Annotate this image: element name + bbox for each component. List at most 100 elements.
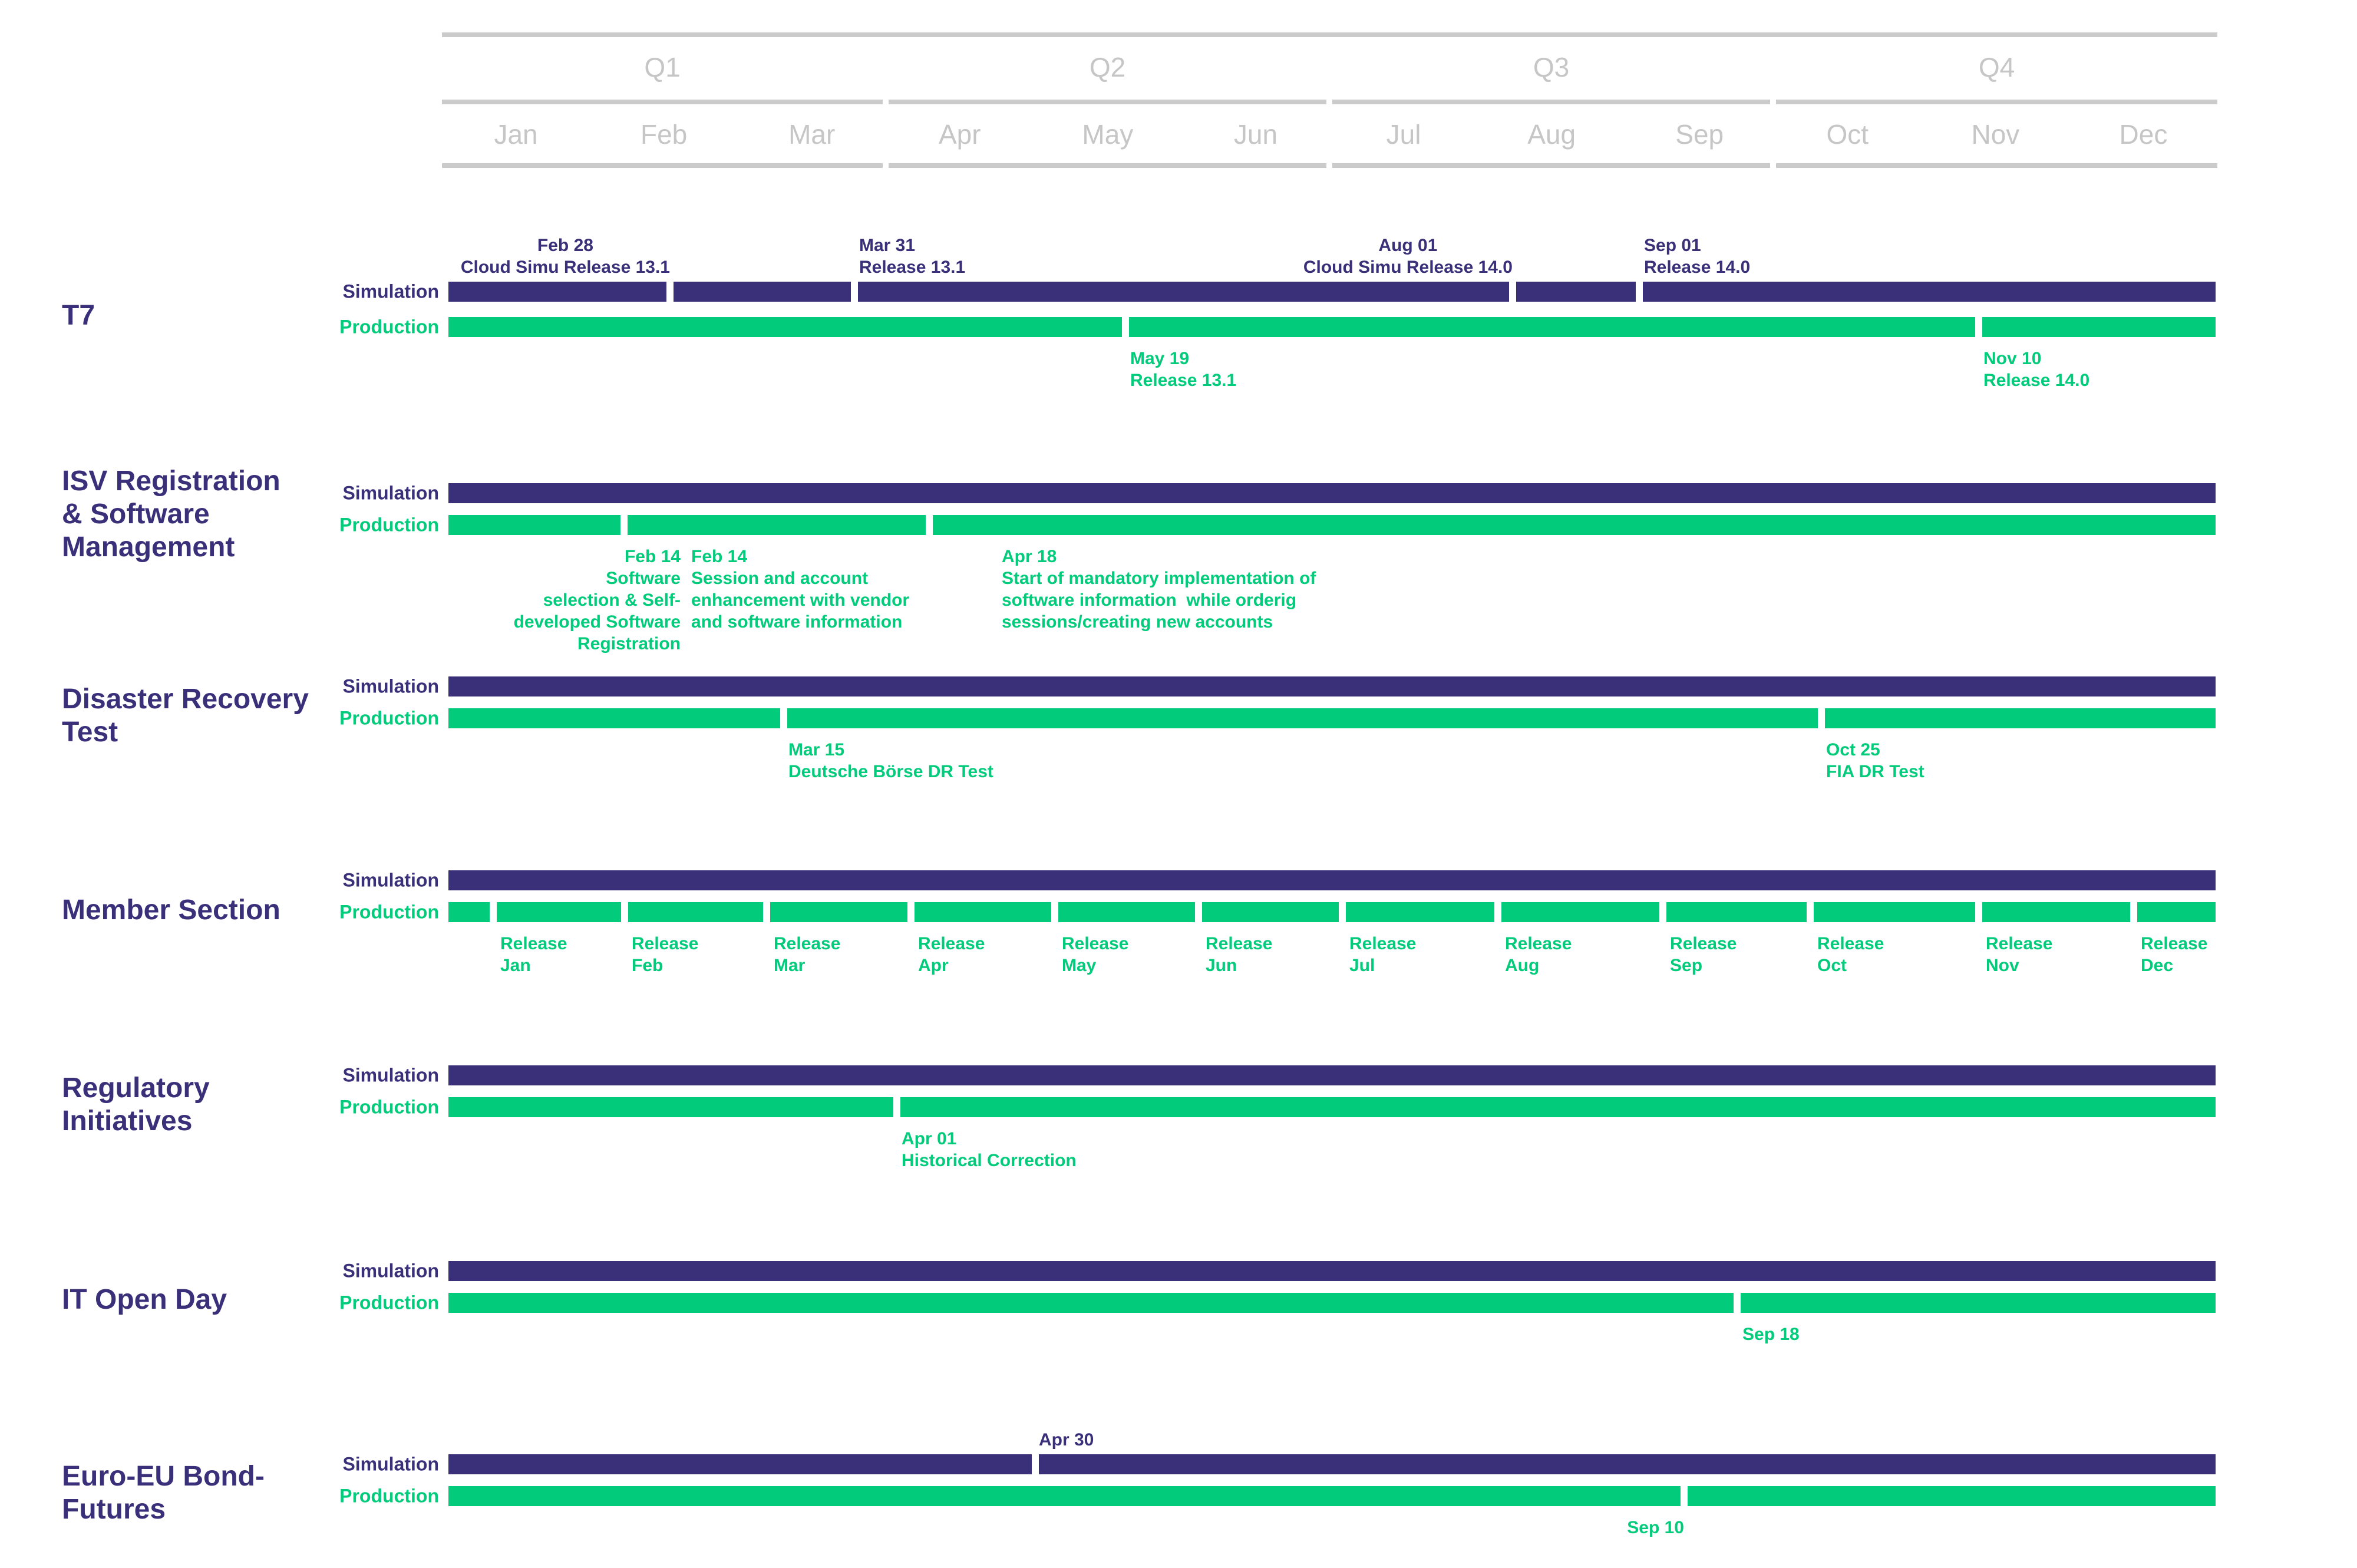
production-bar-segment <box>448 317 1122 337</box>
milestone-annotation-line: Release 14.0 <box>1983 371 2090 390</box>
simulation-bar-segment <box>448 282 666 302</box>
milestone-annotation: Feb 14 Software selection & Self-developed… <box>514 546 681 655</box>
milestone-annotation-line: Apr 01 <box>902 1129 957 1148</box>
month-label: Feb <box>640 119 688 150</box>
month-label: Jun <box>1233 119 1278 150</box>
track-label-production: Production <box>339 1292 439 1313</box>
simulation-bar-segment <box>1039 1454 2216 1474</box>
production-bar-segment <box>1129 317 1975 337</box>
milestone-annotation-line: Apr <box>918 956 949 975</box>
production-bar-segment <box>448 1486 1681 1506</box>
month-label: Aug <box>1527 119 1576 150</box>
section-title-line: Member Section <box>62 894 280 926</box>
milestone-annotation-line: Release 13.1 <box>1130 371 1237 390</box>
milestone-annotation-line: Release <box>632 934 699 953</box>
simulation-bar-segment <box>858 282 1509 302</box>
production-bar-segment <box>1982 902 2130 922</box>
milestone-annotation-line: Nov <box>1986 956 2019 975</box>
section-title-line: Test <box>62 717 118 748</box>
milestone-annotation-line: Oct 25 <box>1826 740 1880 760</box>
track-label-simulation: Simulation <box>342 1453 439 1475</box>
milestone-annotation-line: developed Software <box>513 612 681 632</box>
section-title-line: Euro-EU Bond- <box>62 1461 265 1492</box>
timeline-top-line <box>442 32 2217 37</box>
section-title-line: & Software <box>62 499 210 530</box>
milestone-annotation: Apr 01 Historical Correction <box>902 1128 1077 1171</box>
month-divider-line <box>1776 163 2217 168</box>
month-divider-line <box>889 163 1326 168</box>
quarter-label: Q3 <box>1533 52 1570 82</box>
milestone-annotation-line: Release <box>2141 934 2208 953</box>
quarter-divider-line <box>889 100 1326 104</box>
milestone-annotation: Release Jun <box>1206 933 1272 976</box>
milestone-annotation-line: selection & Self- <box>543 590 681 610</box>
month-divider-line <box>442 163 883 168</box>
production-bar-segment <box>2137 902 2216 922</box>
production-bar-segment <box>1982 317 2216 337</box>
milestone-annotation: Release Dec <box>2141 933 2207 976</box>
production-bar-segment <box>1741 1293 2216 1313</box>
month-label: Jul <box>1386 119 1421 150</box>
month-label: Apr <box>938 119 981 150</box>
section-title-line: Regulatory <box>62 1072 210 1104</box>
milestone-annotation-line: Sep <box>1670 956 1703 975</box>
milestone-annotation: Nov 10 Release 14.0 <box>1983 348 2089 391</box>
milestone-annotation: Release Aug <box>1505 933 1572 976</box>
track-label-simulation: Simulation <box>342 1260 439 1282</box>
production-bar-segment <box>448 515 620 535</box>
milestone-annotation-line: enhancement with vendor <box>691 590 910 610</box>
milestone-annotation: Mar 15 Deutsche Börse DR Test <box>788 739 993 783</box>
milestone-annotation-line: May 19 <box>1130 349 1190 368</box>
milestone-annotation-line: Apr 18 <box>1002 547 1057 566</box>
milestone-annotation: Mar 31 Release 13.1 <box>859 235 965 278</box>
month-label: Nov <box>1971 119 2020 150</box>
section-title: T7 <box>62 299 95 332</box>
production-bar-segment <box>448 902 490 922</box>
section-title-line: Disaster Recovery <box>62 684 309 715</box>
quarter-divider-line <box>1332 100 1770 104</box>
milestone-annotation-line: Release <box>774 934 841 953</box>
track-label-production: Production <box>339 514 439 536</box>
production-bar-segment <box>448 1097 893 1117</box>
simulation-bar-segment <box>448 1065 2216 1085</box>
production-bar-segment <box>628 902 763 922</box>
track-label-production: Production <box>339 316 439 338</box>
milestone-annotation-line: Jun <box>1206 956 1237 975</box>
month-label: Sep <box>1675 119 1724 150</box>
milestone-annotation-line: Release <box>1817 934 1884 953</box>
milestone-annotation-line: Release <box>1206 934 1273 953</box>
production-bar-segment <box>915 902 1051 922</box>
milestone-annotation-line: Dec <box>2141 956 2174 975</box>
milestone-annotation-line: Aug <box>1505 956 1540 975</box>
milestone-annotation: Aug 01 Cloud Simu Release 14.0 <box>1303 235 1513 278</box>
milestone-annotation-line: Session and account <box>691 569 869 588</box>
milestone-annotation-line: Mar 31 <box>859 236 916 255</box>
production-bar-segment <box>1814 902 1975 922</box>
milestone-annotation: Release Sep <box>1670 933 1737 976</box>
milestone-annotation-line: Release 14.0 <box>1644 258 1751 277</box>
month-label: Jan <box>494 119 538 150</box>
milestone-annotation: Release Mar <box>774 933 840 976</box>
section-title-line: Management <box>62 532 235 563</box>
track-label-production: Production <box>339 1096 439 1118</box>
milestone-annotation-line: Aug 01 <box>1378 236 1438 255</box>
milestone-annotation-line: Oct <box>1817 956 1847 975</box>
milestone-annotation: Feb 14 Session and account enhancement wit… <box>691 546 909 633</box>
milestone-annotation-line: Release <box>1670 934 1737 953</box>
production-bar-segment <box>933 515 2216 535</box>
milestone-annotation-line: Feb <box>632 956 663 975</box>
milestone-annotation: Release May <box>1062 933 1128 976</box>
track-label-simulation: Simulation <box>342 482 439 504</box>
section-title-line: ISV Registration <box>62 466 280 497</box>
quarter-label: Q2 <box>1089 52 1126 82</box>
production-bar-segment <box>1346 902 1494 922</box>
milestone-annotation-line: Release <box>918 934 985 953</box>
production-bar-segment <box>787 708 1818 728</box>
production-bar-segment <box>448 1293 1734 1313</box>
milestone-annotation-line: Release <box>1349 934 1417 953</box>
milestone-annotation: Release Apr <box>918 933 985 976</box>
milestone-annotation-line: sessions/creating new accounts <box>1002 612 1273 632</box>
milestone-annotation-line: Mar <box>774 956 806 975</box>
section-title: IT Open Day <box>62 1283 227 1316</box>
